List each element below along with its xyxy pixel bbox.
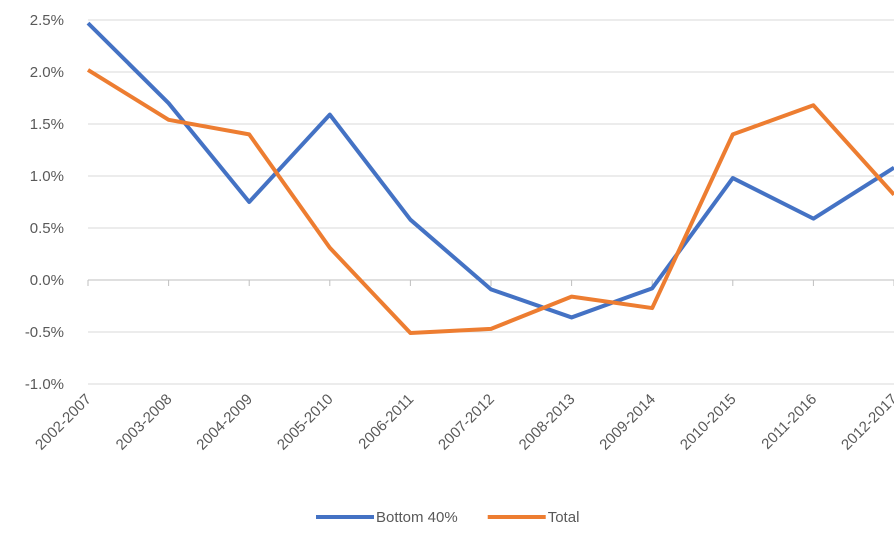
y-tick-label: 1.5% <box>30 116 64 133</box>
x-tick-group: 2010-2015 <box>677 391 740 454</box>
x-tick-label: 2005-2010 <box>274 391 337 454</box>
line-series <box>86 21 894 320</box>
legend-label: Total <box>548 509 580 526</box>
x-tick-label: 2012-2017 <box>838 391 894 454</box>
x-tick-label: 2008-2013 <box>516 391 579 454</box>
x-tick-group: 2011-2016 <box>758 391 820 453</box>
x-tick-label: 2007-2012 <box>435 391 498 454</box>
y-tick-label: 0.5% <box>30 220 64 237</box>
x-tick-group: 2007-2012 <box>435 391 498 454</box>
x-tick-label: 2010-2015 <box>677 391 740 454</box>
x-tick-label: 2011-2016 <box>758 391 820 453</box>
x-tick-label: 2009-2014 <box>596 391 659 454</box>
y-tick-label: 1.0% <box>30 168 64 185</box>
y-tick-label: -1.0% <box>25 376 64 393</box>
y-tick-label: -0.5% <box>25 324 64 341</box>
x-tick-group: 2003-2008 <box>113 391 176 454</box>
y-tick-label: 0.0% <box>30 272 64 289</box>
legend-label: Bottom 40% <box>376 509 458 526</box>
x-tick-group: 2012-2017 <box>838 391 894 454</box>
x-tick-label: 2004-2009 <box>193 391 256 454</box>
y-tick-label: 2.0% <box>30 64 64 81</box>
x-tick-label: 2002-2007 <box>32 391 95 454</box>
x-tick-group: 2004-2009 <box>193 391 256 454</box>
x-tick-group: 2006-2011 <box>355 391 417 453</box>
x-tick-group: 2005-2010 <box>274 391 337 454</box>
x-tick-label: 2006-2011 <box>355 391 417 453</box>
y-tick-label: 2.5% <box>30 12 64 29</box>
x-tick-label: 2003-2008 <box>113 391 176 454</box>
x-tick-group: 2002-2007 <box>32 391 95 454</box>
line-series <box>86 68 894 336</box>
x-tick-group: 2008-2013 <box>516 391 579 454</box>
x-tick-group: 2009-2014 <box>596 391 659 454</box>
